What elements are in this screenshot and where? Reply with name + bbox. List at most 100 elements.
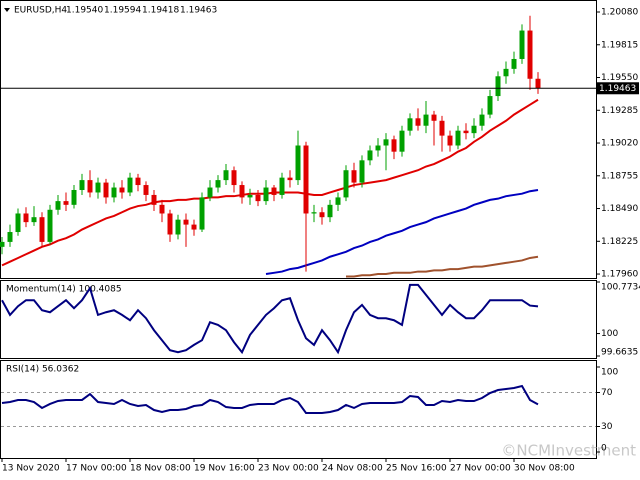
rsi-panel (0, 360, 597, 459)
x-tick-label: 30 Nov 08:00 (514, 464, 575, 474)
candle-body (463, 130, 469, 134)
x-tick-label: 23 Nov 00:00 (258, 464, 319, 474)
candle-body (119, 187, 125, 193)
candle-body (327, 204, 333, 218)
candle-body (175, 219, 181, 235)
candle-body (39, 217, 45, 242)
candle-body (199, 197, 205, 230)
candle-body (527, 30, 533, 79)
moving-average (346, 255, 539, 278)
candle-body (415, 118, 421, 126)
candle-body (359, 160, 365, 183)
y-tick-label: 100.7734 (601, 283, 640, 293)
symbol-title: EURUSD,H4 (14, 6, 67, 16)
y-tick-label: 1.20080 (601, 8, 638, 18)
close-label: 1.19463 (180, 6, 217, 16)
candle-body (231, 170, 237, 186)
candle-body (263, 187, 269, 202)
price-panel (0, 0, 597, 279)
candle-body (471, 125, 477, 134)
y-tick-label: 99.6635 (601, 348, 638, 358)
x-tick-label: 13 Nov 2020 (2, 464, 60, 474)
y-tick-label: 1.19285 (601, 106, 638, 116)
collapse-icon[interactable] (4, 8, 10, 12)
x-tick-label: 27 Nov 00:00 (450, 464, 511, 474)
current-price-label: 1.19463 (599, 84, 636, 94)
candle-body (479, 114, 485, 126)
candle-body (343, 170, 349, 198)
candle-body (367, 150, 373, 161)
candle-body (63, 201, 69, 205)
candle-body (87, 180, 93, 193)
candle-body (0, 241, 5, 247)
candle-body (111, 187, 117, 198)
candle-body (407, 118, 413, 131)
candle-body (431, 114, 437, 121)
momentum-panel (0, 280, 597, 359)
y-tick-label: 1.18490 (601, 204, 638, 214)
x-tick-label: 17 Nov 00:00 (66, 464, 127, 474)
y-tick-label: 1.18755 (601, 171, 638, 181)
indicator-line (1, 384, 539, 414)
candle-body (271, 187, 277, 195)
moving-average (1, 98, 539, 267)
y-tick-label: 1.17960 (601, 270, 638, 280)
candle-body (503, 68, 509, 77)
y-tick-label: 100 (601, 368, 618, 378)
candle-body (511, 58, 517, 69)
price-header: EURUSD,H4 1.19540 1.19594 1.19418 1.1946… (14, 6, 217, 16)
candle-body (167, 213, 173, 235)
y-tick-label: 100 (601, 329, 618, 339)
candle-body (223, 170, 229, 181)
x-tick-label: 24 Nov 08:00 (322, 464, 383, 474)
high-label: 1.19594 (104, 6, 141, 16)
open-label: 1.19540 (66, 6, 103, 16)
candle-body (23, 213, 29, 223)
candle-body (143, 185, 149, 195)
candle-body (439, 120, 445, 136)
candle-body (151, 194, 157, 205)
moving-average (265, 189, 539, 276)
candle-body (287, 177, 293, 181)
candle-body (495, 76, 501, 97)
candle-body (455, 130, 461, 146)
y-tick-label: 70 (601, 388, 613, 398)
candle-body (127, 177, 133, 193)
current-price-box (597, 82, 639, 95)
candle-body (375, 145, 381, 151)
y-tick-label: 1.19815 (601, 40, 638, 50)
y-tick-label: 1.19020 (601, 139, 638, 149)
candle-body (207, 187, 213, 198)
candle-body (519, 30, 525, 59)
y-tick-label: 1.18225 (601, 237, 638, 247)
candle-body (391, 139, 397, 152)
candle-body (295, 145, 301, 181)
candle-body (135, 177, 141, 186)
candle-body (71, 189, 77, 205)
y-tick-label: 30 (601, 422, 613, 432)
candle-body (31, 217, 37, 223)
candle-body (487, 96, 493, 115)
candle-body (239, 185, 245, 198)
candle-body (159, 204, 165, 214)
y-tick-label: 1.19550 (601, 73, 638, 83)
candle-body (423, 114, 429, 126)
x-tick-label: 19 Nov 16:00 (194, 464, 255, 474)
candle-body (535, 78, 541, 89)
rsi-title: RSI(14) 56.0362 (6, 365, 79, 375)
x-tick-label: 18 Nov 08:00 (130, 464, 191, 474)
candle-body (447, 135, 453, 146)
candle-body (255, 194, 261, 202)
candle-body (15, 213, 21, 233)
candle-body (55, 201, 61, 210)
candle-body (103, 182, 109, 198)
indicator-line (1, 283, 539, 355)
x-tick-label: 25 Nov 16:00 (386, 464, 447, 474)
candle-body (7, 232, 13, 242)
watermark: ©NCMInvestment (501, 442, 636, 460)
candle-body (383, 139, 389, 146)
momentum-title: Momentum(14) 100.4085 (6, 285, 122, 295)
candle-body (399, 130, 405, 152)
y-tick-label: 0 (601, 444, 607, 454)
